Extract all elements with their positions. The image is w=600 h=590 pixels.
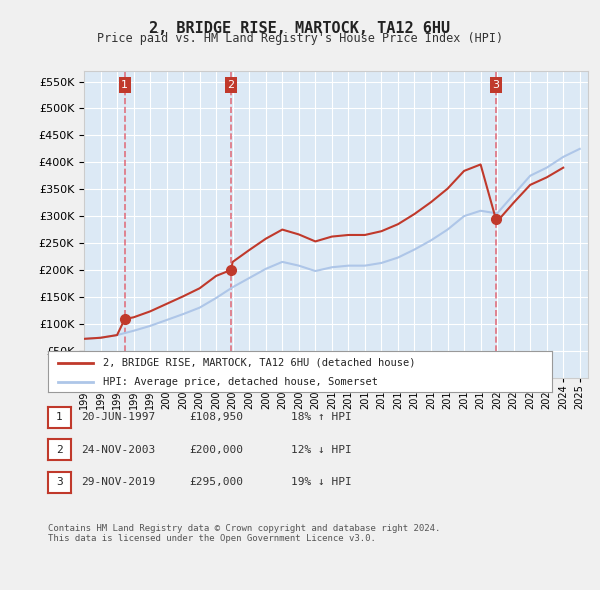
Text: HPI: Average price, detached house, Somerset: HPI: Average price, detached house, Some… <box>103 377 379 387</box>
Text: Price paid vs. HM Land Registry's House Price Index (HPI): Price paid vs. HM Land Registry's House … <box>97 32 503 45</box>
Text: 19% ↓ HPI: 19% ↓ HPI <box>291 477 352 487</box>
Text: 3: 3 <box>492 80 499 90</box>
Text: 2: 2 <box>56 445 63 455</box>
Text: £295,000: £295,000 <box>189 477 243 487</box>
Text: 1: 1 <box>121 80 128 90</box>
Text: £108,950: £108,950 <box>189 412 243 422</box>
Text: 2, BRIDGE RISE, MARTOCK, TA12 6HU: 2, BRIDGE RISE, MARTOCK, TA12 6HU <box>149 21 451 35</box>
Text: 2: 2 <box>227 80 235 90</box>
Text: 18% ↑ HPI: 18% ↑ HPI <box>291 412 352 422</box>
Text: £200,000: £200,000 <box>189 445 243 455</box>
Text: Contains HM Land Registry data © Crown copyright and database right 2024.
This d: Contains HM Land Registry data © Crown c… <box>48 524 440 543</box>
Text: 3: 3 <box>56 477 63 487</box>
Text: 20-JUN-1997: 20-JUN-1997 <box>81 412 155 422</box>
Text: 1: 1 <box>56 412 63 422</box>
Text: 12% ↓ HPI: 12% ↓ HPI <box>291 445 352 455</box>
Text: 29-NOV-2019: 29-NOV-2019 <box>81 477 155 487</box>
Text: 2, BRIDGE RISE, MARTOCK, TA12 6HU (detached house): 2, BRIDGE RISE, MARTOCK, TA12 6HU (detac… <box>103 358 416 368</box>
Text: 24-NOV-2003: 24-NOV-2003 <box>81 445 155 455</box>
